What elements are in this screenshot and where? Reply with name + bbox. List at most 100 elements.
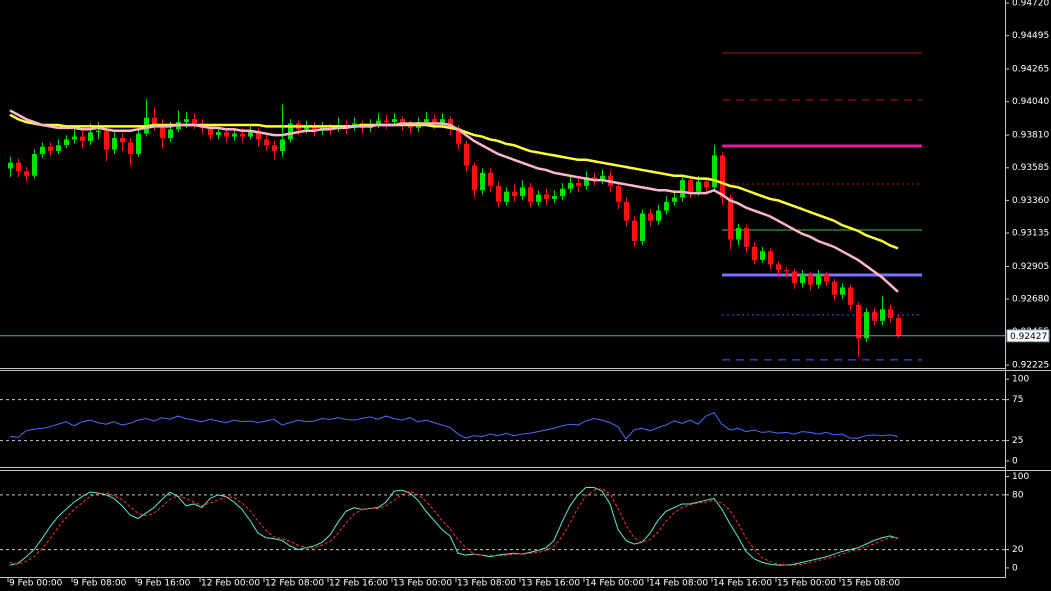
candle-body xyxy=(808,274,813,285)
candle-body xyxy=(232,133,237,137)
candle-body xyxy=(864,312,869,339)
candle-body xyxy=(792,271,797,284)
candle-body xyxy=(464,143,469,166)
candle-body xyxy=(312,126,317,131)
candle-body xyxy=(272,145,277,152)
candle-body xyxy=(824,274,829,282)
candle-body xyxy=(32,153,37,176)
candle-body xyxy=(552,196,557,199)
y-tick-label: 80 xyxy=(1012,490,1024,500)
candle-body xyxy=(160,124,165,138)
candle-body xyxy=(544,194,549,199)
candle-body xyxy=(128,142,133,154)
candle-body xyxy=(848,287,853,305)
y-tick-label: 0.93360 xyxy=(1012,196,1049,206)
candle-body xyxy=(560,188,565,197)
x-tick-label: 12 Feb 08:00 xyxy=(265,579,324,589)
candle-body xyxy=(480,172,485,191)
y-tick-label: 0.93810 xyxy=(1012,131,1049,141)
candle-body xyxy=(56,145,61,152)
candle-body xyxy=(592,177,597,181)
x-tick-label: 14 Feb 08:00 xyxy=(649,579,708,589)
candle-body xyxy=(376,120,381,125)
x-tick-label: 15 Feb 00:00 xyxy=(777,579,836,589)
candle-body xyxy=(520,187,525,197)
candle-body xyxy=(600,175,605,181)
candle-body xyxy=(840,287,845,295)
candle-body xyxy=(816,274,821,285)
candle-body xyxy=(400,119,405,125)
candle-body xyxy=(696,181,701,192)
candle-body xyxy=(120,138,125,143)
candle-body xyxy=(432,119,437,124)
candle-body xyxy=(256,130,261,140)
y-tick-label: 0 xyxy=(1012,563,1018,573)
y-tick-label: 0.93135 xyxy=(1012,229,1049,239)
candle-body xyxy=(264,139,269,146)
candle-body xyxy=(24,171,29,176)
candle-body xyxy=(688,180,693,192)
x-tick-label: 14 Feb 00:00 xyxy=(585,579,644,589)
y-tick-label: 0.93585 xyxy=(1012,163,1049,173)
candle-body xyxy=(776,264,781,271)
y-tick-label: 0.94040 xyxy=(1012,97,1049,107)
candle-body xyxy=(392,119,397,123)
y-tick-label: 0.94265 xyxy=(1012,65,1049,75)
candle-body xyxy=(72,136,77,140)
indicator-line xyxy=(9,412,899,440)
candle-body xyxy=(872,312,877,321)
candle-body xyxy=(448,119,453,128)
candle-body xyxy=(744,227,749,247)
y-tick-label: 0.94720 xyxy=(1012,0,1049,9)
x-tick-label: 15 Feb 08:00 xyxy=(841,579,900,589)
candle-body xyxy=(384,120,389,123)
candle-body xyxy=(720,155,725,198)
candle-body xyxy=(768,251,773,265)
candle-body xyxy=(192,119,197,124)
y-tick-label: 100 xyxy=(1012,375,1029,385)
y-tick-label: 0.92680 xyxy=(1012,295,1049,305)
candle-body xyxy=(248,130,253,137)
candle-body xyxy=(584,177,589,186)
candle-body xyxy=(64,139,69,146)
candle-body xyxy=(240,133,245,137)
candle-body xyxy=(112,138,117,150)
candle-body xyxy=(408,124,413,128)
candle-body xyxy=(304,126,309,130)
candle-body xyxy=(832,281,837,295)
last-price-label: 0.92427 xyxy=(1010,332,1047,342)
candle-body xyxy=(576,182,581,186)
candle-body xyxy=(496,185,501,202)
x-tick-label: 9 Feb 00:00 xyxy=(9,579,63,589)
y-tick-label: 0.94495 xyxy=(1012,31,1049,41)
y-tick-label: 75 xyxy=(1012,395,1023,405)
indicator-line xyxy=(9,487,899,566)
candle-body xyxy=(888,309,893,318)
x-tick-label: 9 Feb 08:00 xyxy=(73,579,127,589)
candle-body xyxy=(472,165,477,191)
x-tick-label: 13 Feb 16:00 xyxy=(521,579,580,589)
candle-body xyxy=(96,130,101,133)
candle-body xyxy=(896,317,901,336)
candle-body xyxy=(536,194,541,202)
y-tick-label: 0 xyxy=(1012,457,1018,467)
x-tick-label: 9 Feb 16:00 xyxy=(137,579,191,589)
x-tick-label: 13 Feb 00:00 xyxy=(393,579,452,589)
candle-body xyxy=(136,133,141,154)
candle-body xyxy=(16,162,21,172)
candle-body xyxy=(648,213,653,221)
candle-body xyxy=(528,187,533,202)
candle-body xyxy=(760,251,765,260)
candle-body xyxy=(680,180,685,198)
candle-body xyxy=(752,246,757,260)
candle-body xyxy=(504,191,509,202)
candle-body xyxy=(80,136,85,141)
candle-body xyxy=(568,182,573,189)
candle-body xyxy=(512,191,517,197)
candle-body xyxy=(880,309,885,321)
x-tick-label: 12 Feb 16:00 xyxy=(329,579,388,589)
candle-body xyxy=(288,123,293,140)
